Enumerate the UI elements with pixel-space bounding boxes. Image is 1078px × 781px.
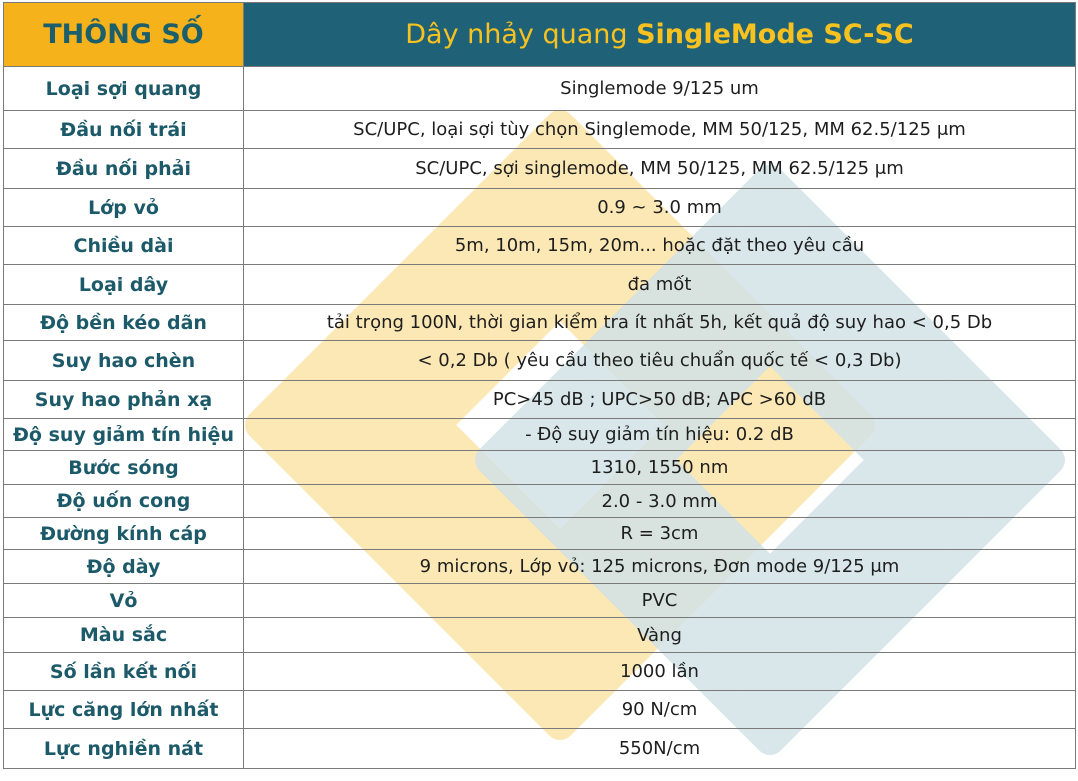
spec-label: Chiều dài	[3, 226, 244, 265]
spec-label: Màu sắc	[3, 617, 244, 653]
table-row: Lực nghiền nát 550N/cm	[3, 728, 1076, 769]
table-row: Loại dây đa mốt	[3, 264, 1076, 305]
spec-label: Đầu nối trái	[3, 110, 244, 149]
spec-value: 550N/cm	[243, 728, 1076, 769]
table-row: Vỏ PVC	[3, 583, 1076, 618]
spec-label: Lớp vỏ	[3, 188, 244, 227]
header-label: THÔNG SỐ	[3, 2, 244, 67]
table-row: Màu sắc Vàng	[3, 617, 1076, 653]
table-row: Độ bền kéo dãn tải trọng 100N, thời gian …	[3, 304, 1076, 341]
spec-value: 0.9 ~ 3.0 mm	[243, 188, 1076, 227]
spec-label: Loại sợi quang	[3, 66, 244, 111]
spec-label: Suy hao phản xạ	[3, 380, 244, 419]
spec-label: Số lần kết nối	[3, 652, 244, 691]
spec-value: PVC	[243, 583, 1076, 618]
spec-label: Độ bền kéo dãn	[3, 304, 244, 341]
spec-label: Vỏ	[3, 583, 244, 618]
table-row: Độ uốn cong 2.0 - 3.0 mm	[3, 484, 1076, 518]
table-row: Đầu nối trái SC/UPC, loại sợi tùy chọn Si…	[3, 110, 1076, 149]
spec-value: R = 3cm	[243, 517, 1076, 550]
spec-value: 9 microns, Lớp vỏ: 125 microns, Đơn mode…	[243, 549, 1076, 584]
table-row: Lực căng lớn nhất 90 N/cm	[3, 690, 1076, 729]
header-title: Dây nhảy quang SingleMode SC-SC	[243, 2, 1076, 67]
spec-value: Vàng	[243, 617, 1076, 653]
spec-value: - Độ suy giảm tín hiệu: 0.2 dB	[243, 418, 1076, 451]
spec-label: Suy hao chèn	[3, 340, 244, 381]
spec-label: Đầu nối phải	[3, 148, 244, 189]
spec-value: đa mốt	[243, 264, 1076, 305]
spec-label: Bước sóng	[3, 450, 244, 485]
table-row: Đường kính cáp R = 3cm	[3, 517, 1076, 550]
spec-label: Độ uốn cong	[3, 484, 244, 518]
spec-value: Singlemode 9/125 um	[243, 66, 1076, 111]
spec-value: < 0,2 Db ( yêu cầu theo tiêu chuẩn quốc …	[243, 340, 1076, 381]
table-header-row: THÔNG SỐ Dây nhảy quang SingleMode SC-SC	[3, 2, 1076, 67]
spec-value: 1000 lần	[243, 652, 1076, 691]
spec-value: PC>45 dB ; UPC>50 dB; APC >60 dB	[243, 380, 1076, 419]
table-row: Đầu nối phải SC/UPC, sợi singlemode, MM 5…	[3, 148, 1076, 189]
spec-label: Lực nghiền nát	[3, 728, 244, 769]
spec-value: 1310, 1550 nm	[243, 450, 1076, 485]
spec-label: Độ dày	[3, 549, 244, 584]
spec-value: 2.0 - 3.0 mm	[243, 484, 1076, 518]
spec-label: Độ suy giảm tín hiệu	[3, 418, 244, 451]
spec-value: SC/UPC, sợi singlemode, MM 50/125, MM 62…	[243, 148, 1076, 189]
table-row: Chiều dài 5m, 10m, 15m, 20m... hoặc đặt t…	[3, 226, 1076, 265]
spec-label: Lực căng lớn nhất	[3, 690, 244, 729]
table-row: Độ dày 9 microns, Lớp vỏ: 125 microns, Đơ…	[3, 549, 1076, 584]
spec-value: 5m, 10m, 15m, 20m... hoặc đặt theo yêu c…	[243, 226, 1076, 265]
table-row: Suy hao chèn < 0,2 Db ( yêu cầu theo tiêu…	[3, 340, 1076, 381]
spec-value: tải trọng 100N, thời gian kiểm tra ít nh…	[243, 304, 1076, 341]
table-row: Suy hao phản xạ PC>45 dB ; UPC>50 dB; APC…	[3, 380, 1076, 419]
table-row: Bước sóng 1310, 1550 nm	[3, 450, 1076, 485]
spec-value: 90 N/cm	[243, 690, 1076, 729]
spec-value: SC/UPC, loại sợi tùy chọn Singlemode, MM…	[243, 110, 1076, 149]
spec-table: THÔNG SỐ Dây nhảy quang SingleMode SC-SC…	[3, 2, 1076, 769]
table-row: Độ suy giảm tín hiệu - Độ suy giảm tín hi…	[3, 418, 1076, 451]
header-title-emphasis: SingleMode SC-SC	[636, 19, 914, 50]
spec-label: Đường kính cáp	[3, 517, 244, 550]
spec-label: Loại dây	[3, 264, 244, 305]
header-title-prefix: Dây nhảy quang	[405, 19, 637, 50]
table-row: Loại sợi quang Singlemode 9/125 um	[3, 66, 1076, 111]
table-row: Lớp vỏ 0.9 ~ 3.0 mm	[3, 188, 1076, 227]
table-row: Số lần kết nối 1000 lần	[3, 652, 1076, 691]
